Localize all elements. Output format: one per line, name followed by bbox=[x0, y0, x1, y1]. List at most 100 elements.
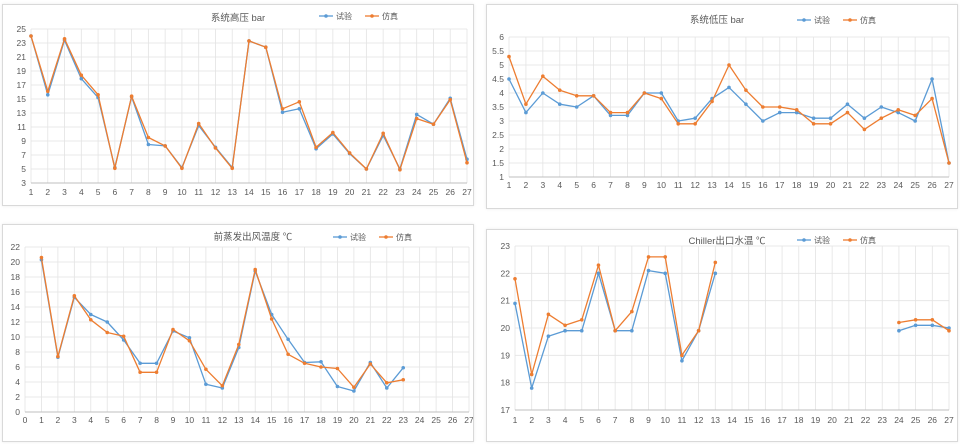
x-tick-label: 5 bbox=[574, 180, 579, 190]
x-tick-label: 12 bbox=[694, 415, 704, 425]
x-tick-label: 7 bbox=[608, 180, 613, 190]
data-point bbox=[335, 384, 340, 389]
legend-marker bbox=[848, 18, 852, 22]
x-tick-label: 13 bbox=[234, 415, 244, 425]
legend-label: 试验 bbox=[814, 15, 830, 25]
x-tick-label: 24 bbox=[893, 180, 903, 190]
data-point bbox=[828, 116, 833, 120]
data-point bbox=[196, 121, 201, 126]
x-tick-label: 16 bbox=[283, 415, 293, 425]
series-line bbox=[898, 324, 950, 332]
x-tick-label: 24 bbox=[412, 187, 422, 197]
data-point bbox=[204, 367, 208, 372]
data-point bbox=[319, 365, 323, 369]
data-point bbox=[930, 77, 934, 81]
x-tick-label: 26 bbox=[448, 415, 458, 425]
x-tick-label: 8 bbox=[146, 187, 151, 197]
x-tick-label: 26 bbox=[928, 415, 938, 425]
data-point bbox=[72, 293, 77, 298]
x-tick-label: 16 bbox=[278, 187, 288, 197]
x-tick-label: 27 bbox=[944, 415, 954, 425]
legend-marker bbox=[370, 14, 374, 18]
y-tick-label: 5 bbox=[21, 164, 26, 174]
data-point bbox=[696, 328, 701, 333]
x-tick-label: 8 bbox=[629, 415, 634, 425]
data-point bbox=[105, 330, 110, 335]
x-tick-label: 11 bbox=[194, 187, 203, 197]
data-point bbox=[384, 386, 389, 390]
data-point bbox=[280, 110, 285, 115]
x-tick-label: 15 bbox=[741, 180, 751, 190]
data-point bbox=[335, 366, 340, 371]
x-tick-label: 8 bbox=[625, 180, 630, 190]
x-tick-label: 17 bbox=[295, 187, 305, 197]
data-point bbox=[744, 102, 748, 106]
y-tick-label: 21 bbox=[501, 296, 511, 306]
data-point bbox=[913, 113, 917, 118]
y-tick-label: 11 bbox=[17, 122, 26, 132]
data-point bbox=[398, 167, 402, 172]
data-point bbox=[79, 76, 84, 81]
y-tick-label: 22 bbox=[11, 242, 21, 252]
data-point bbox=[138, 361, 142, 366]
data-point bbox=[811, 122, 816, 126]
data-point bbox=[663, 271, 668, 276]
data-point bbox=[302, 361, 307, 366]
data-point bbox=[263, 45, 268, 49]
y-tick-label: 20 bbox=[11, 257, 21, 267]
y-tick-label: 18 bbox=[501, 378, 511, 388]
y-tick-label: 6 bbox=[15, 362, 20, 372]
y-tick-label: 9 bbox=[21, 136, 26, 146]
data-point bbox=[794, 110, 799, 115]
data-point bbox=[163, 144, 167, 148]
series-line bbox=[898, 319, 950, 332]
data-point bbox=[286, 337, 290, 342]
y-tick-label: 21 bbox=[17, 52, 27, 62]
data-point bbox=[187, 335, 192, 340]
x-tick-label: 22 bbox=[860, 180, 870, 190]
data-point bbox=[524, 102, 528, 106]
data-point bbox=[930, 323, 935, 328]
data-point bbox=[541, 91, 545, 95]
x-tick-label: 3 bbox=[546, 415, 551, 425]
x-tick-label: 26 bbox=[927, 180, 937, 190]
legend-label: 仿真 bbox=[860, 235, 876, 245]
legend-label: 试验 bbox=[814, 235, 830, 245]
y-tick-label: 20 bbox=[501, 323, 511, 333]
data-point bbox=[524, 110, 528, 115]
data-point bbox=[39, 255, 44, 260]
data-point bbox=[947, 328, 951, 333]
data-point bbox=[574, 94, 579, 98]
x-tick-label: 11 bbox=[674, 180, 683, 190]
x-tick-label: 22 bbox=[382, 415, 392, 425]
data-point bbox=[331, 130, 335, 135]
chart-title: 系统低压 bar bbox=[690, 14, 744, 26]
data-point bbox=[845, 110, 850, 115]
y-tick-label: 2.5 bbox=[492, 130, 504, 140]
chart-panel-chiller-outlet-temp: 17 18 19 20 21 22 23 1 2 3 4 5 6 7 8 9 10 11 12 13 14 15 16 17 1… bbox=[486, 229, 958, 442]
x-tick-label: 1 bbox=[507, 180, 512, 190]
x-tick-label: 17 bbox=[300, 415, 310, 425]
x-tick-label: 13 bbox=[707, 180, 717, 190]
data-point bbox=[347, 151, 352, 155]
data-point bbox=[121, 334, 126, 339]
x-tick-label: 6 bbox=[112, 187, 117, 197]
data-point bbox=[596, 271, 601, 276]
data-point bbox=[507, 54, 511, 59]
data-point bbox=[630, 328, 634, 333]
x-tick-label: 15 bbox=[744, 415, 754, 425]
x-tick-label: 4 bbox=[563, 415, 568, 425]
x-tick-label: 2 bbox=[45, 187, 50, 197]
y-tick-label: 4 bbox=[15, 377, 20, 387]
data-point bbox=[727, 85, 731, 90]
data-point bbox=[138, 370, 142, 375]
x-tick-label: 12 bbox=[218, 415, 228, 425]
data-point bbox=[646, 268, 651, 273]
chart-panel-high-pressure: 3 5 7 9 11 13 15 17 19 21 23 25 1 2 3 4 5 6 7 8 9 10 11 12 13 14 1… bbox=[2, 4, 474, 206]
data-point bbox=[913, 323, 918, 328]
x-tick-label: 27 bbox=[464, 415, 473, 425]
data-point bbox=[401, 377, 406, 382]
